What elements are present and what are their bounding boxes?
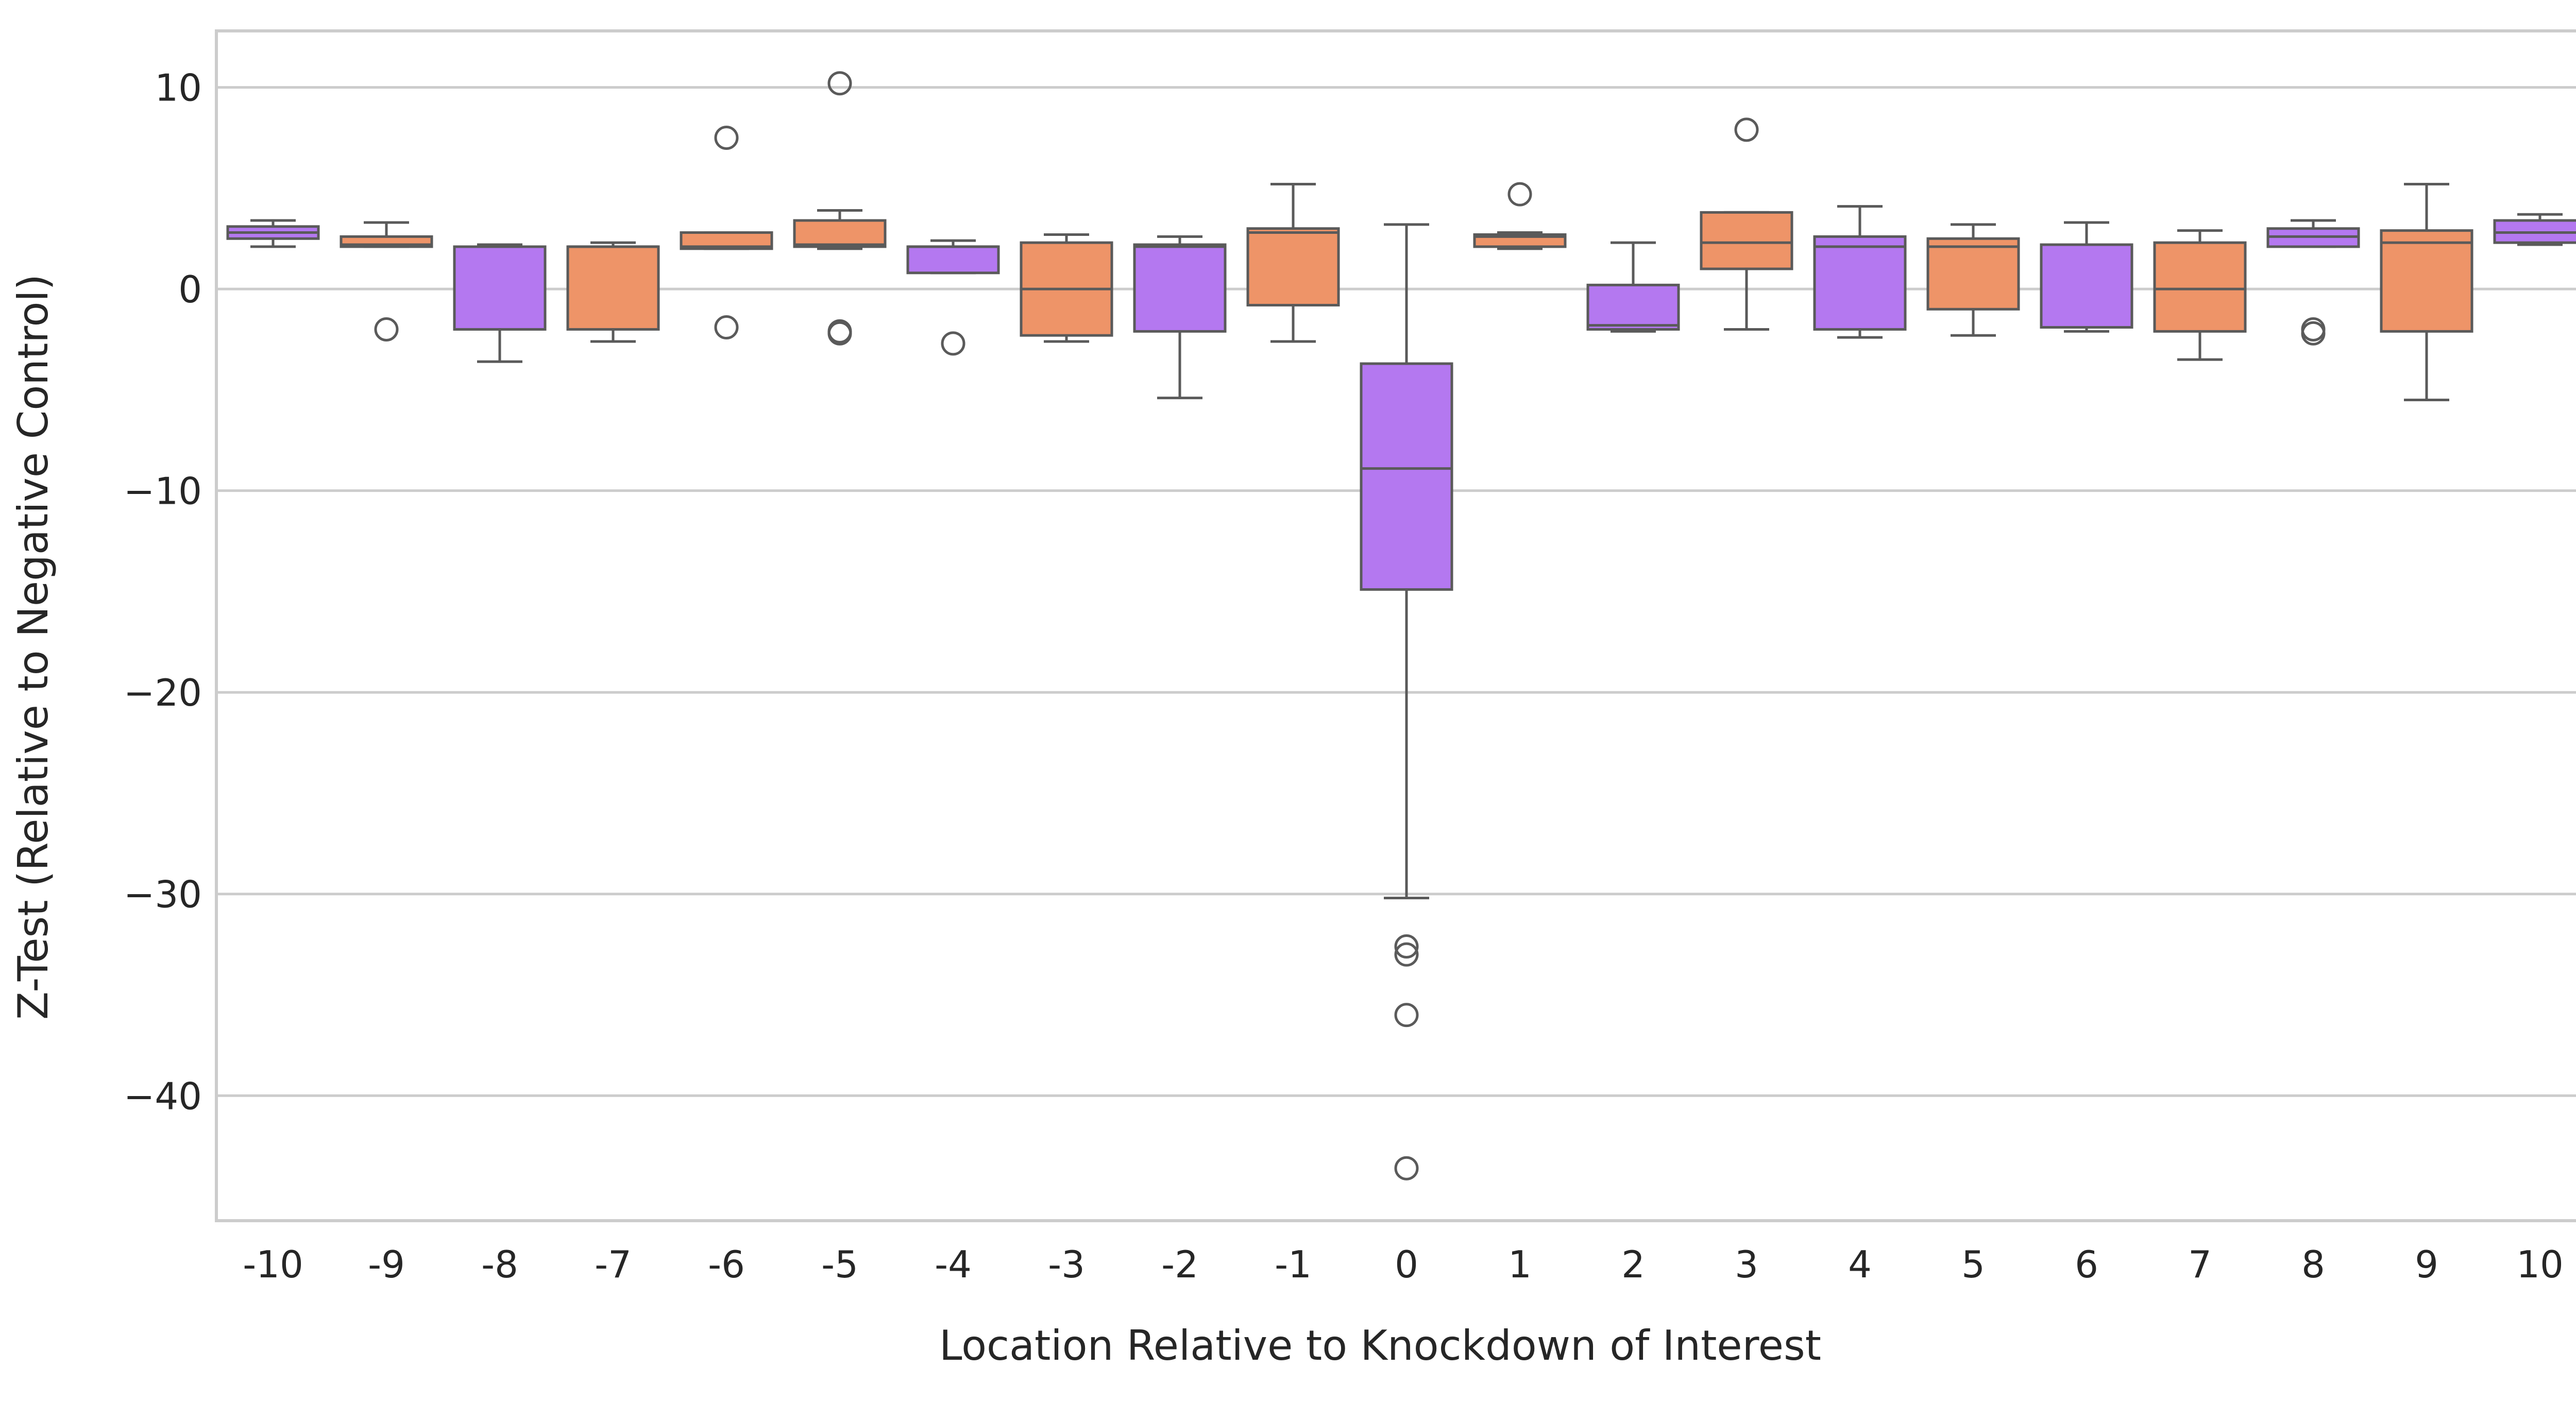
box-group <box>2266 219 2360 346</box>
box-group <box>1813 205 1907 339</box>
x-tick-label: -6 <box>708 1243 745 1286</box>
x-tick-label: -5 <box>821 1243 858 1286</box>
box-orange <box>1700 211 1793 270</box>
x-axis-label: Location Relative to Knockdown of Intere… <box>939 1322 1821 1370</box>
x-tick-label: 10 <box>2516 1243 2564 1286</box>
box-orange <box>2380 229 2473 333</box>
x-tick-label: -2 <box>1161 1243 1198 1286</box>
x-tick-label: -9 <box>368 1243 405 1286</box>
y-tick-label: 0 <box>178 268 202 311</box>
x-tick-label: 3 <box>1735 1243 1758 1286</box>
x-tick-label: -4 <box>935 1243 972 1286</box>
box-orange <box>793 219 887 248</box>
box-group <box>1020 233 1113 343</box>
x-tick-label: 4 <box>1848 1243 1872 1286</box>
x-tick-label: 0 <box>1395 1243 1418 1286</box>
x-tick-label: -10 <box>243 1243 303 1286</box>
plot-frame <box>215 29 2576 1222</box>
x-tick-label: 7 <box>2188 1243 2212 1286</box>
y-tick-label: 10 <box>155 66 202 110</box>
box-orange <box>2153 241 2247 333</box>
x-tick-label: -1 <box>1275 1243 1312 1286</box>
box-group <box>2493 213 2576 246</box>
box-purple <box>453 245 547 331</box>
y-tick-label: −40 <box>124 1074 202 1118</box>
y-tick-label: −20 <box>124 671 202 714</box>
box-group <box>226 219 320 248</box>
box-group <box>1700 117 1793 331</box>
y-axis-label: Z-Test (Relative to Negative Control) <box>9 274 57 1020</box>
box-group <box>453 243 547 363</box>
x-tick-label: 6 <box>2075 1243 2098 1286</box>
box-group <box>1586 241 1680 333</box>
outlier-point <box>714 126 739 150</box>
outlier-point <box>1394 934 1419 959</box>
x-tick-labels: -10 -9 -8 -7 -6 -5 -4 -3 -2 -1 0 1 2 3 4 5 6 7 8 9 10 <box>243 1243 2564 1286</box>
box-group <box>2380 183 2473 401</box>
box-group <box>2153 229 2247 361</box>
outlier-point <box>941 331 965 356</box>
box-group <box>566 241 660 343</box>
x-tick-label: 9 <box>2415 1243 2438 1286</box>
outlier-point <box>827 71 852 96</box>
box-purple <box>2040 243 2133 329</box>
box-group <box>2040 221 2133 333</box>
box-orange <box>566 245 660 331</box>
x-tick-label: 1 <box>1508 1243 1532 1286</box>
box-purple <box>1813 235 1907 331</box>
x-tick-label: -8 <box>481 1243 518 1286</box>
box-group <box>1926 223 2020 337</box>
box-group <box>1360 223 1453 1181</box>
outlier-point <box>1734 117 1759 142</box>
box-group <box>1246 183 1340 343</box>
box-orange <box>1926 237 2020 311</box>
y-tick-labels: 10 0 −10 −20 −30 −40 <box>124 66 202 1118</box>
box-orange <box>1246 227 1340 306</box>
box-group <box>680 126 773 340</box>
outlier-point <box>2301 321 2326 346</box>
x-tick-label: 5 <box>1961 1243 1985 1286</box>
outlier-point <box>827 321 852 346</box>
outlier-point <box>1394 1156 1419 1181</box>
y-tick-label: −30 <box>124 873 202 916</box>
box-group <box>793 71 887 346</box>
box-group <box>906 239 1000 356</box>
outlier-point <box>374 317 399 341</box>
outlier-point <box>1394 1003 1419 1028</box>
outlier-point <box>1394 942 1419 967</box>
box-purple <box>1133 243 1227 333</box>
outlier-point <box>714 315 739 340</box>
box-purple <box>1586 283 1680 331</box>
box-group <box>1473 182 1567 250</box>
box-group <box>340 221 433 341</box>
x-tick-label: -7 <box>595 1243 632 1286</box>
x-tick-label: -3 <box>1048 1243 1085 1286</box>
box-group <box>1133 235 1227 400</box>
outlier-point <box>1507 182 1532 207</box>
x-tick-label: 8 <box>2301 1243 2325 1286</box>
x-tick-label: 2 <box>1621 1243 1645 1286</box>
y-tick-label: −10 <box>124 470 202 513</box>
box-purple <box>1360 362 1453 591</box>
box-purple <box>906 245 1000 275</box>
box-layer <box>226 71 2576 1181</box>
